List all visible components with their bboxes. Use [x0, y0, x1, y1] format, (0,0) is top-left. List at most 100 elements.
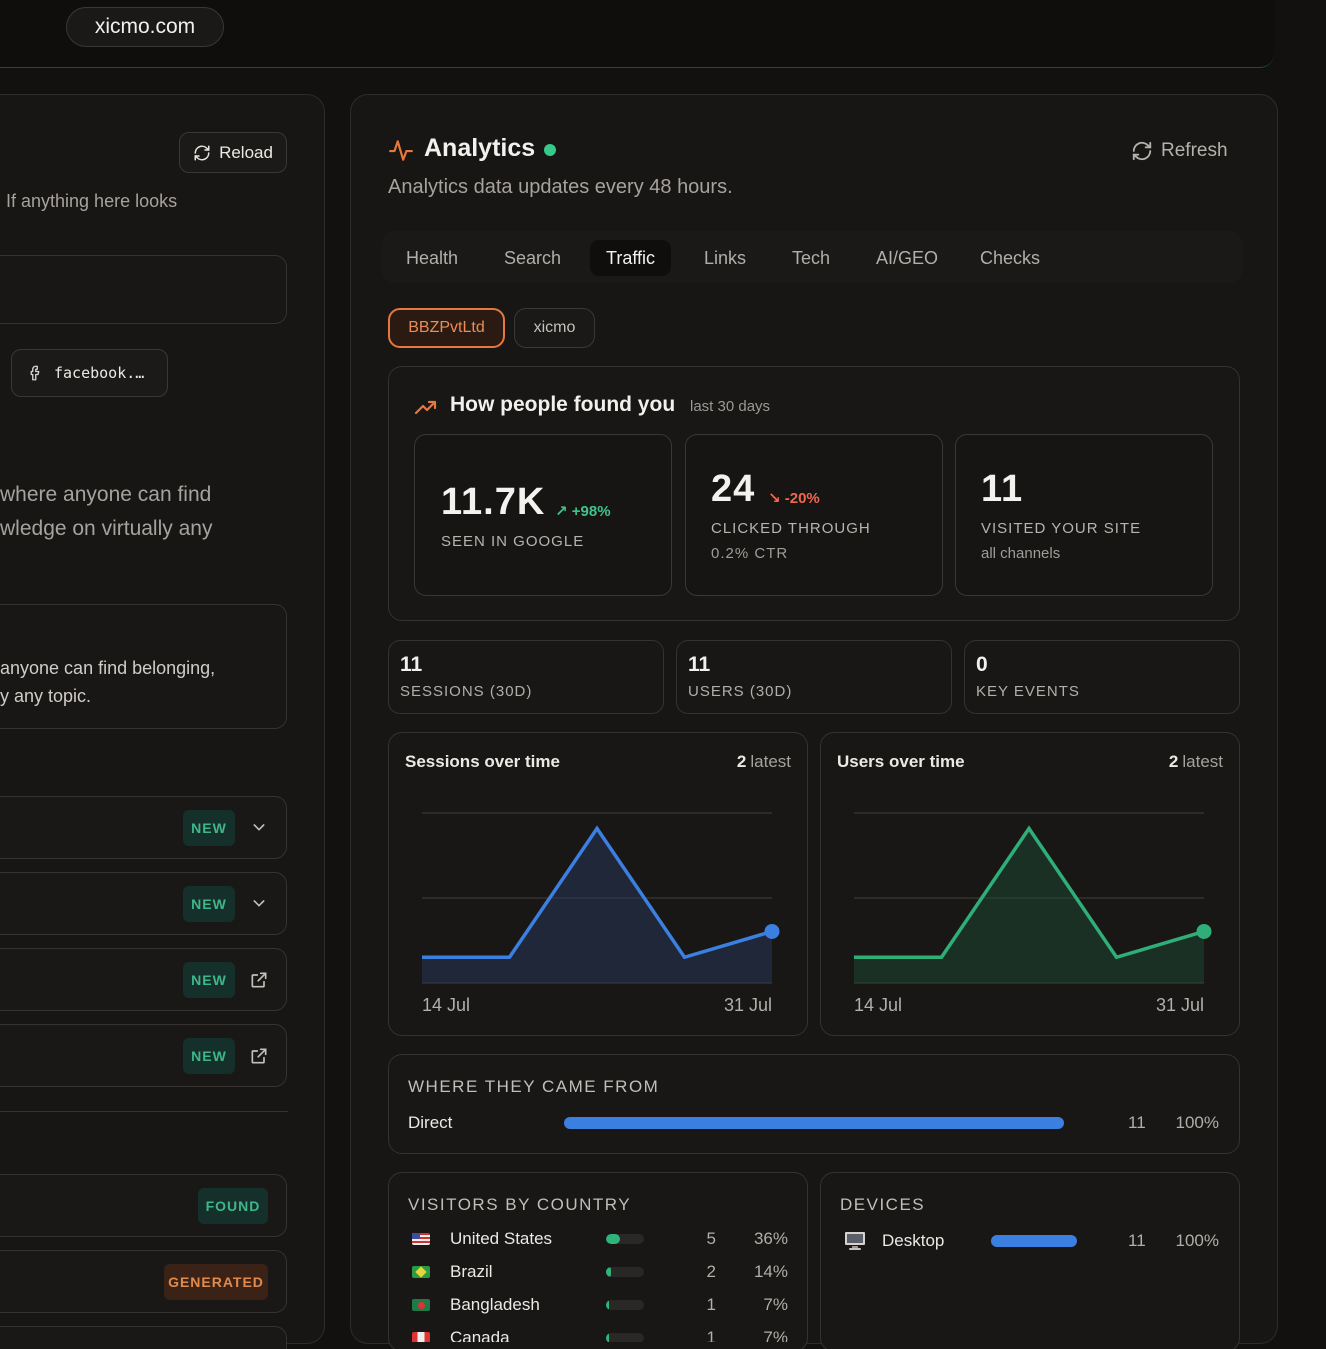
facebook-link-button[interactable]: facebook.… [11, 349, 168, 397]
new-badge: NEW [183, 886, 235, 922]
reload-button[interactable]: Reload [179, 132, 287, 173]
country-bar [606, 1234, 644, 1244]
quote-line-1: anyone can find belonging, [0, 658, 216, 678]
stat-sub: all channels [981, 545, 1061, 562]
source-percent: 100% [1175, 1113, 1219, 1132]
description-line-2: wledge on virtually any [0, 517, 213, 540]
device-count: 11 [1128, 1231, 1146, 1250]
tab-tech[interactable]: Tech [792, 247, 831, 268]
chevron-down-icon[interactable] [251, 819, 267, 835]
country-bar-fill [606, 1333, 609, 1342]
stat-label: CLICKED THROUGH [711, 520, 871, 537]
generated-badge: GENERATED [164, 1264, 268, 1300]
activity-icon [389, 140, 413, 161]
source-bar-fill [564, 1117, 1064, 1129]
chart-latest: 2 latest [1168, 752, 1223, 771]
source-count: 11 [1128, 1113, 1146, 1132]
external-link-icon[interactable] [249, 970, 269, 990]
country-percent: 36% [753, 1229, 788, 1248]
flag-br-icon [412, 1266, 430, 1278]
sessions-chart-card: Sessions over time 2 latest 14 Jul 31 Jul [388, 732, 808, 1036]
x-tick-label: 14 Jul [422, 995, 471, 1015]
series-line [422, 825, 773, 960]
list-item[interactable]: NEW [0, 796, 287, 859]
country-count: 1 [706, 1295, 716, 1314]
stat-delta-down: ↘ -20% [768, 490, 820, 507]
hint-text: If anything here looks [6, 191, 178, 211]
series-area [854, 828, 1204, 983]
desktop-icon [845, 1232, 865, 1250]
domain-pill[interactable]: xicmo.com [66, 7, 224, 47]
users-chart [854, 812, 1212, 984]
country-bar-fill [606, 1267, 612, 1277]
country-count: 2 [706, 1262, 716, 1281]
stat-value: 24 [711, 468, 756, 510]
source-name: Direct [408, 1113, 453, 1132]
new-badge: NEW [183, 962, 235, 998]
found-title: How people found you [450, 393, 676, 416]
stat-value: 11 [400, 653, 423, 676]
text-input-box[interactable] [0, 255, 287, 324]
tab-traffic[interactable]: Traffic [590, 240, 672, 276]
tab-ai-geo[interactable]: AI/GEO [876, 247, 939, 268]
stat-value: 11.7K [441, 481, 546, 523]
country-bar-fill [606, 1300, 609, 1310]
property-chip-xicmo[interactable]: xicmo [514, 308, 595, 348]
list-item[interactable] [0, 1326, 287, 1349]
devices-card: DEVICES Desktop 11 100% [820, 1172, 1240, 1349]
chart-title: Users over time [837, 752, 965, 771]
list-item[interactable]: FOUND [0, 1174, 287, 1237]
tab-search[interactable]: Search [504, 247, 562, 268]
stat-label: USERS (30D) [688, 683, 793, 700]
found-period: last 30 days [690, 398, 771, 415]
country-percent: 14% [753, 1262, 788, 1281]
device-bar-fill [991, 1235, 1077, 1247]
stat-card-seen: 11.7K ↗ +98% SEEN IN GOOGLE [414, 434, 672, 596]
latest-point [1196, 923, 1212, 939]
country-row: United States 5 36% [412, 1229, 788, 1253]
list-item[interactable]: NEW [0, 948, 287, 1011]
description-line-1: where anyone can find [0, 483, 212, 506]
country-bar [606, 1267, 644, 1277]
stat-card-key-events: 0 KEY EVENTS [964, 640, 1240, 714]
country-row: Canada 1 7% [412, 1328, 788, 1342]
tab-health[interactable]: Health [406, 247, 459, 268]
stat-label: VISITED YOUR SITE [981, 520, 1142, 537]
chart-latest: 2 latest [736, 752, 791, 771]
country-count: 1 [706, 1328, 716, 1342]
page-subtitle: Analytics data updates every 48 hours. [388, 176, 733, 198]
country-count: 5 [706, 1229, 716, 1248]
divider [0, 1111, 288, 1112]
country-name: Canada [450, 1328, 510, 1342]
stat-label: SESSIONS (30D) [400, 683, 533, 700]
section-heading: WHERE THEY CAME FROM [408, 1077, 660, 1096]
country-bar [606, 1300, 644, 1310]
stat-delta-up: ↗ +98% [555, 503, 611, 520]
country-row: Brazil 2 14% [412, 1262, 788, 1286]
stat-sub: 0.2% CTR [711, 545, 789, 562]
property-chip-bbzpvtltd[interactable]: BBZPvtLtd [388, 308, 505, 348]
list-item[interactable]: NEW [0, 872, 287, 935]
page-title: Analytics [424, 134, 536, 162]
new-badge: NEW [183, 810, 235, 846]
found-badge: FOUND [198, 1188, 268, 1224]
stat-label: SEEN IN GOOGLE [441, 533, 585, 550]
reload-icon [194, 145, 210, 160]
refresh-button[interactable]: Refresh [1131, 140, 1228, 162]
facebook-icon [30, 365, 40, 381]
list-item[interactable]: GENERATED [0, 1250, 287, 1313]
stat-label: KEY EVENTS [976, 683, 1080, 700]
chart-title: Sessions over time [405, 752, 560, 771]
users-chart-card: Users over time 2 latest 14 Jul 31 Jul [820, 732, 1240, 1036]
chevron-down-icon[interactable] [251, 895, 267, 911]
tab-links[interactable]: Links [704, 247, 747, 268]
x-tick-label: 14 Jul [854, 995, 903, 1015]
stat-card-visits: 11 VISITED YOUR SITE all channels [955, 434, 1213, 596]
refresh-label: Refresh [1161, 140, 1228, 161]
tab-bar: Health Search Traffic Links Tech AI/GEO … [382, 231, 1242, 283]
external-link-icon[interactable] [249, 1046, 269, 1066]
reload-label: Reload [219, 142, 273, 162]
tab-checks[interactable]: Checks [980, 247, 1041, 268]
list-item[interactable]: NEW [0, 1024, 287, 1087]
country-bar-fill [606, 1234, 620, 1244]
